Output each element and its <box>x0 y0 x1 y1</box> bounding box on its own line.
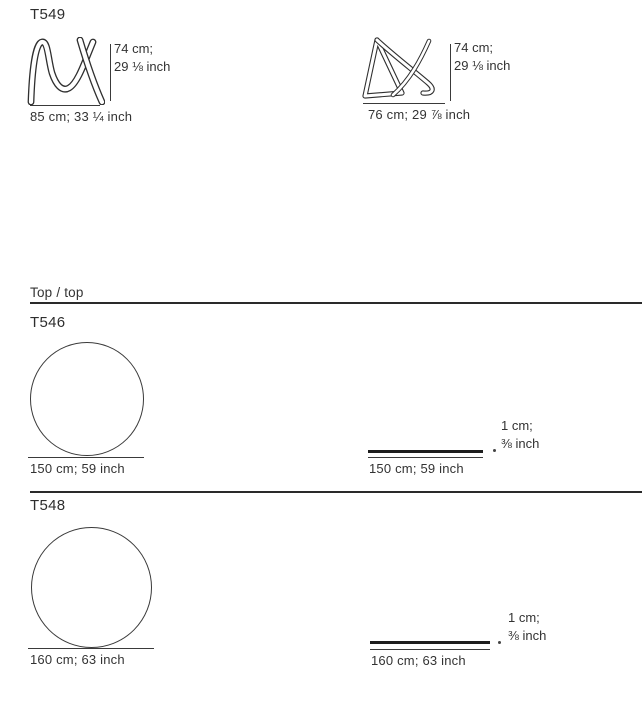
t546-side-width-label: 150 cm; 59 inch <box>369 461 464 476</box>
t548-thickness-tick <box>498 641 501 644</box>
base-front-sketch <box>27 37 105 105</box>
section-heading: Top / top <box>30 285 84 300</box>
side-height-cm: 74 cm; <box>454 40 494 55</box>
front-height-dimension-line <box>110 44 111 101</box>
t548-diameter-dimension-line <box>28 648 154 649</box>
t548-thickness-label: 1 cm; ⅜ inch <box>508 609 546 645</box>
product-code-t548: T548 <box>30 497 66 514</box>
t548-side-profile <box>370 641 490 644</box>
t546-thickness-cm: 1 cm; <box>501 418 533 433</box>
side-height-dimension-line <box>450 44 451 101</box>
t546-thickness-inch: ⅜ inch <box>501 436 540 451</box>
t548-thickness-cm: 1 cm; <box>508 610 540 625</box>
t548-diameter-label: 160 cm; 63 inch <box>30 652 125 667</box>
t546-side-dimension-line <box>368 457 483 458</box>
section-divider <box>30 302 642 304</box>
side-height-inch: 29 ⅛ inch <box>454 58 511 73</box>
section-divider-2 <box>30 491 642 493</box>
front-width-label: 85 cm; 33 ¼ inch <box>30 109 133 124</box>
product-code-t549: T549 <box>30 6 66 23</box>
front-height-cm: 74 cm; <box>114 41 154 56</box>
front-height-inch: 29 ⅛ inch <box>114 59 171 74</box>
t546-diameter-label: 150 cm; 59 inch <box>30 461 125 476</box>
front-width-dimension-line <box>30 105 100 106</box>
t548-thickness-inch: ⅜ inch <box>508 628 547 643</box>
front-height-label: 74 cm; 29 ⅛ inch <box>114 40 170 76</box>
t546-thickness-tick <box>493 449 496 452</box>
t546-diameter-dimension-line <box>28 457 144 458</box>
tabletop-circle-t548 <box>31 527 152 648</box>
product-code-t546: T546 <box>30 314 66 331</box>
t548-side-dimension-line <box>370 649 490 650</box>
t546-thickness-label: 1 cm; ⅜ inch <box>501 417 539 453</box>
side-height-label: 74 cm; 29 ⅛ inch <box>454 39 510 75</box>
side-width-dimension-line <box>363 103 445 104</box>
t548-side-width-label: 160 cm; 63 inch <box>371 653 466 668</box>
tabletop-circle-t546 <box>30 342 144 456</box>
side-width-label: 76 cm; 29 ⅞ inch <box>368 107 471 122</box>
t546-side-profile <box>368 450 483 453</box>
base-side-sketch <box>362 37 435 99</box>
